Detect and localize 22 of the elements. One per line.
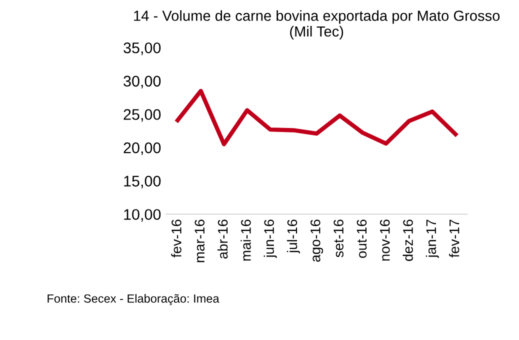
- x-tick-label: fev-16: [171, 220, 182, 258]
- y-tick-label: 20,00: [124, 142, 161, 156]
- y-tick-label: 35,00: [124, 42, 161, 56]
- x-tick-label: fev-17: [449, 220, 460, 258]
- x-tick-label: set-16: [334, 220, 344, 258]
- x-tick-label: dez-16: [402, 220, 413, 261]
- y-tick-label: 10,00: [124, 209, 161, 222]
- x-tick-label: mar-16: [194, 220, 205, 262]
- x-tick-label: nov-16: [380, 220, 390, 261]
- chart-title: 14 - Volume de carne bovina exportada por Mato Grosso (Mil Tec): [134, 10, 500, 40]
- x-tick-label: abr-16: [217, 220, 228, 259]
- y-tick-label: 30,00: [124, 76, 161, 88]
- source-note: Fonte: Secex - Elaboração: Imea: [48, 294, 220, 306]
- x-tick-label: ago-16: [310, 220, 324, 262]
- x-tick-label: jun-16: [264, 220, 277, 258]
- x-tick-label: mai-16: [240, 220, 251, 261]
- y-tick-label: 15,00: [124, 176, 161, 188]
- x-tick-label: jan-17: [426, 220, 439, 258]
- y-tick-label: 25,00: [124, 109, 161, 122]
- x-tick-label: out-16: [356, 220, 367, 258]
- line-series: [176, 88, 458, 146]
- x-tick-label: jul-16: [286, 220, 300, 254]
